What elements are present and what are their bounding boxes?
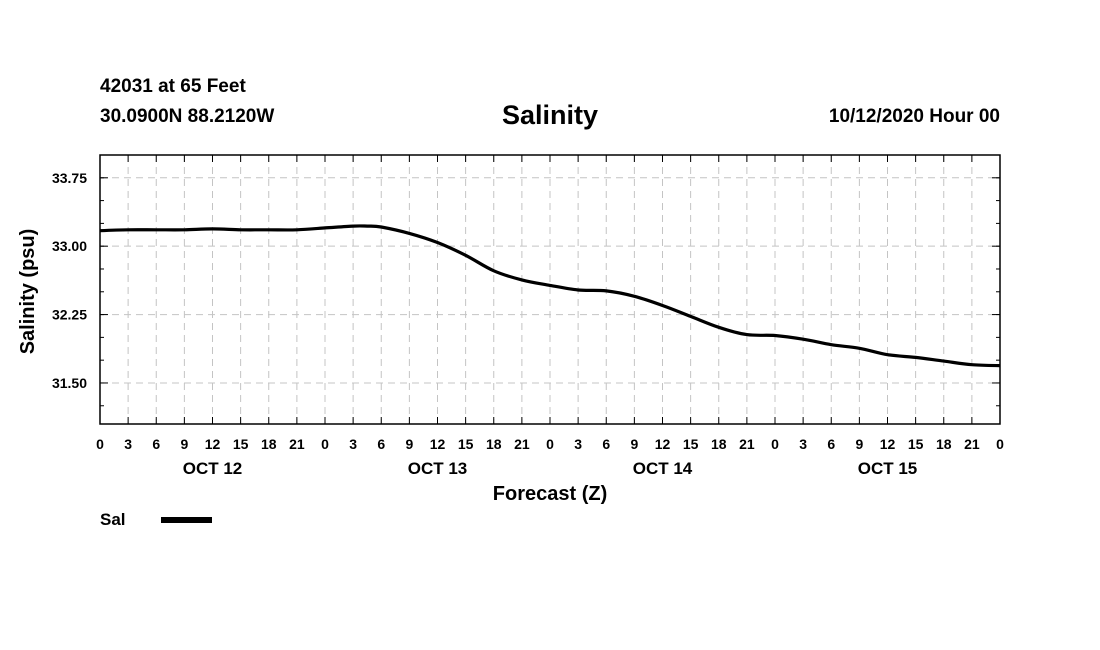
axis-labels: 0 3 6 9 12 15 18 21 0 3 6 9 12 15 18 21 0 3 6 9 12 15 18 21 0 3 6 9… xyxy=(17,170,1004,505)
x-tick-label: 18 xyxy=(711,436,727,452)
x-tick-label: 15 xyxy=(683,436,699,452)
x-tick-label: 3 xyxy=(349,436,357,452)
issue-time-label: 10/12/2020 Hour 00 xyxy=(828,106,1000,127)
x-tick-label: 9 xyxy=(180,436,188,452)
x-tick-label: 21 xyxy=(739,436,755,452)
y-tick-label: 31.50 xyxy=(52,375,87,391)
plot-frame xyxy=(99,154,1001,425)
x-tick-label: 12 xyxy=(880,436,896,452)
day-label: OCT 14 xyxy=(633,459,693,478)
y-tick-label: 33.00 xyxy=(52,238,87,254)
x-tick-label: 6 xyxy=(827,436,835,452)
legend-line-swatch xyxy=(161,517,212,523)
x-tick-label: 18 xyxy=(936,436,952,452)
x-tick-label: 12 xyxy=(430,436,446,452)
y-axis-title: Salinity (psu) xyxy=(17,229,39,355)
x-tick-label: 3 xyxy=(799,436,807,452)
x-tick-label: 6 xyxy=(377,436,385,452)
x-tick-label: 21 xyxy=(289,436,305,452)
grid xyxy=(100,155,1000,424)
x-tick-label: 9 xyxy=(405,436,413,452)
x-tick-label: 3 xyxy=(574,436,582,452)
x-tick-label: 15 xyxy=(458,436,474,452)
chart-title: Salinity xyxy=(501,100,599,130)
x-tick-label: 12 xyxy=(205,436,221,452)
x-tick-label: 18 xyxy=(261,436,277,452)
x-tick-label: 9 xyxy=(855,436,863,452)
x-tick-label: 18 xyxy=(486,436,502,452)
y-tick-label: 33.75 xyxy=(52,170,87,186)
day-label: OCT 13 xyxy=(408,459,468,478)
day-label: OCT 12 xyxy=(183,459,243,478)
series-line-sal xyxy=(99,224,1001,368)
x-tick-label: 0 xyxy=(546,436,554,452)
x-tick-label: 6 xyxy=(152,436,160,452)
x-tick-label: 6 xyxy=(602,436,610,452)
x-tick-label: 9 xyxy=(630,436,638,452)
station-label: 42031 at 65 Feet xyxy=(100,76,246,97)
x-tick-label: 0 xyxy=(321,436,329,452)
x-tick-label: 15 xyxy=(908,436,924,452)
x-tick-label: 21 xyxy=(514,436,530,452)
coordinates-label: 30.0900N 88.2120W xyxy=(100,106,275,127)
x-tick-label: 0 xyxy=(96,436,104,452)
day-label: OCT 15 xyxy=(858,459,918,478)
x-axis-title: Forecast (Z) xyxy=(493,483,607,505)
x-tick-label: 0 xyxy=(771,436,779,452)
x-tick-label: 21 xyxy=(964,436,980,452)
x-tick-label: 0 xyxy=(996,436,1004,452)
series-layer xyxy=(99,224,1001,368)
x-tick-label: 15 xyxy=(233,436,249,452)
x-tick-label: 3 xyxy=(124,436,132,452)
x-tick-label: 12 xyxy=(655,436,671,452)
legend-label: Sal xyxy=(100,510,126,529)
y-tick-label: 32.25 xyxy=(52,307,87,323)
